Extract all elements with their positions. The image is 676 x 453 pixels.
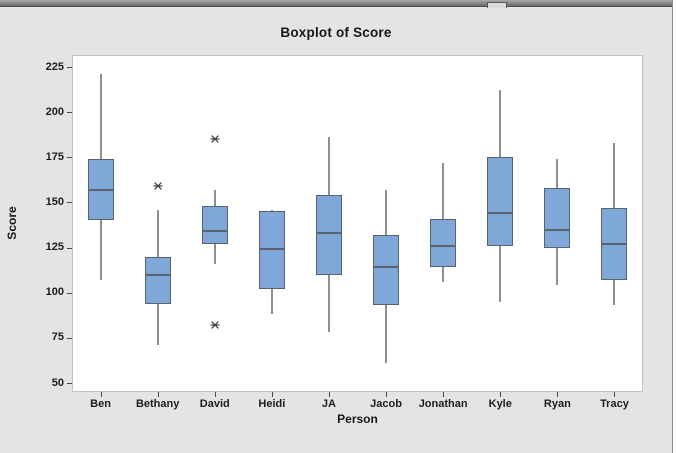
y-tick-label: 225 (45, 60, 64, 73)
y-tick-label: 50 (51, 376, 64, 389)
y-tick-mark (67, 67, 72, 68)
y-tick-mark (67, 202, 72, 204)
x-tick-label: Tracy (600, 398, 629, 410)
y-tick-mark (67, 337, 72, 339)
x-tick-mark (214, 392, 216, 397)
x-tick-label: JA (321, 398, 336, 410)
x-tick-mark (328, 392, 330, 397)
x-tick-mark (557, 392, 559, 397)
y-tick-mark (67, 292, 72, 294)
y-tick-mark (67, 383, 72, 384)
boxplot-box (373, 234, 400, 306)
x-tick-label: Bethany (135, 398, 180, 410)
boxplot-median (88, 188, 113, 191)
boxplot-median (602, 242, 627, 245)
window-resize-notch (487, 2, 507, 8)
boxplot-box (430, 218, 457, 268)
boxplot-box (544, 187, 571, 248)
x-tick-label: Ben (90, 398, 111, 410)
x-tick-label: Kyle (488, 398, 512, 410)
boxplot-median (145, 273, 170, 276)
boxplot-median (488, 212, 513, 215)
x-tick-label: David (199, 398, 230, 410)
x-tick-mark (614, 392, 616, 397)
boxplot-median (374, 266, 399, 269)
x-tick-mark (100, 392, 102, 397)
x-axis-title: Person (337, 412, 378, 426)
chart-title: Boxplot of Score (280, 25, 392, 40)
y-tick-mark (67, 157, 72, 159)
x-tick-label: Jacob (370, 398, 402, 410)
x-tick-label: Heidi (258, 398, 286, 410)
y-axis-title: Score (5, 206, 19, 240)
y-tick-label: 200 (45, 105, 64, 118)
boxplot-box (487, 157, 514, 246)
x-tick-mark (386, 392, 388, 397)
outlier-marker (210, 131, 220, 149)
boxplot-median (202, 230, 227, 233)
y-tick-label: 100 (45, 286, 64, 299)
x-tick-mark (157, 392, 159, 397)
x-tick-label: Ryan (543, 398, 571, 410)
boxplot-box (144, 256, 171, 304)
boxplot-median (431, 244, 456, 247)
y-tick-label: 125 (45, 241, 64, 254)
x-tick-mark (500, 392, 502, 397)
outlier-marker (210, 317, 220, 335)
outlier-marker (153, 178, 163, 196)
x-tick-mark (271, 392, 273, 397)
boxplot-median (545, 228, 570, 231)
y-tick-label: 75 (51, 331, 64, 344)
y-tick-mark (67, 247, 72, 249)
y-tick-label: 150 (45, 195, 64, 208)
boxplot-median (316, 232, 341, 235)
boxplot-box (201, 206, 228, 244)
window-top-edge (0, 0, 672, 8)
x-tick-label: Jonathan (418, 398, 468, 410)
x-tick-mark (443, 392, 445, 397)
boxplot-median (259, 248, 284, 251)
y-tick-mark (67, 112, 72, 114)
boxplot-box (315, 195, 342, 275)
y-tick-label: 175 (45, 150, 64, 163)
